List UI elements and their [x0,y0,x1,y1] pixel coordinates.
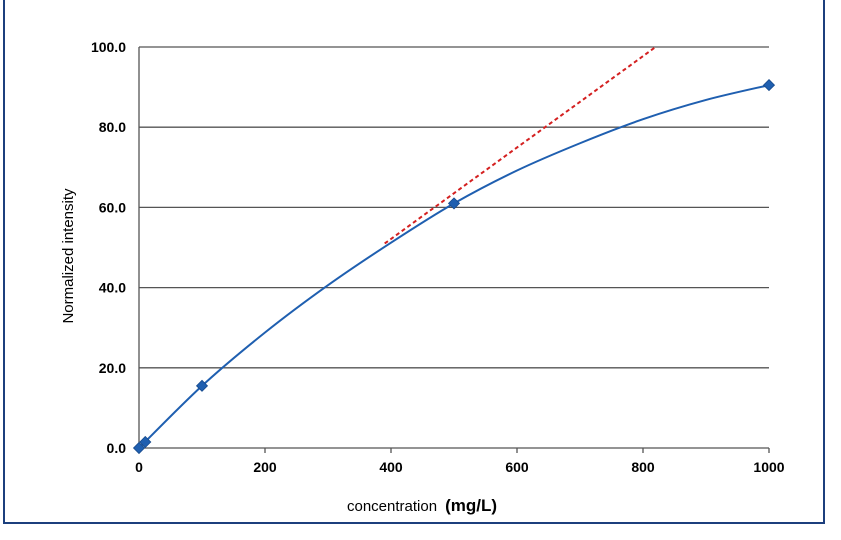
x-axis-label-unit: (mg/L) [445,496,497,515]
y-axis-label: Normalized intensity [60,188,77,324]
x-tick-label: 800 [631,459,655,475]
data-point-marker [139,435,152,449]
linear-extrapolation-line [384,46,657,245]
y-tick-label: 60.0 [99,199,126,215]
chart-frame [3,0,825,524]
x-axis-label: concentration (mg/L) [347,496,497,515]
data-point-marker [447,197,461,210]
data-point-marker [195,379,209,392]
y-tick-label: 40.0 [99,280,126,296]
data-point-marker [132,441,146,455]
x-axis-label-text: concentration [347,498,437,515]
x-tick-label: 200 [253,459,277,475]
x-tick-label: 1000 [753,459,784,475]
x-tick-label: 400 [379,459,403,475]
y-tick-label: 0.0 [107,440,127,456]
x-tick-label: 600 [505,459,529,475]
data-point-marker [762,79,776,92]
x-tick-label: 0 [135,459,143,475]
fit-curve [138,84,770,449]
y-tick-label: 80.0 [99,119,126,135]
y-tick-label: 20.0 [99,360,126,376]
y-tick-label: 100.0 [91,39,126,55]
